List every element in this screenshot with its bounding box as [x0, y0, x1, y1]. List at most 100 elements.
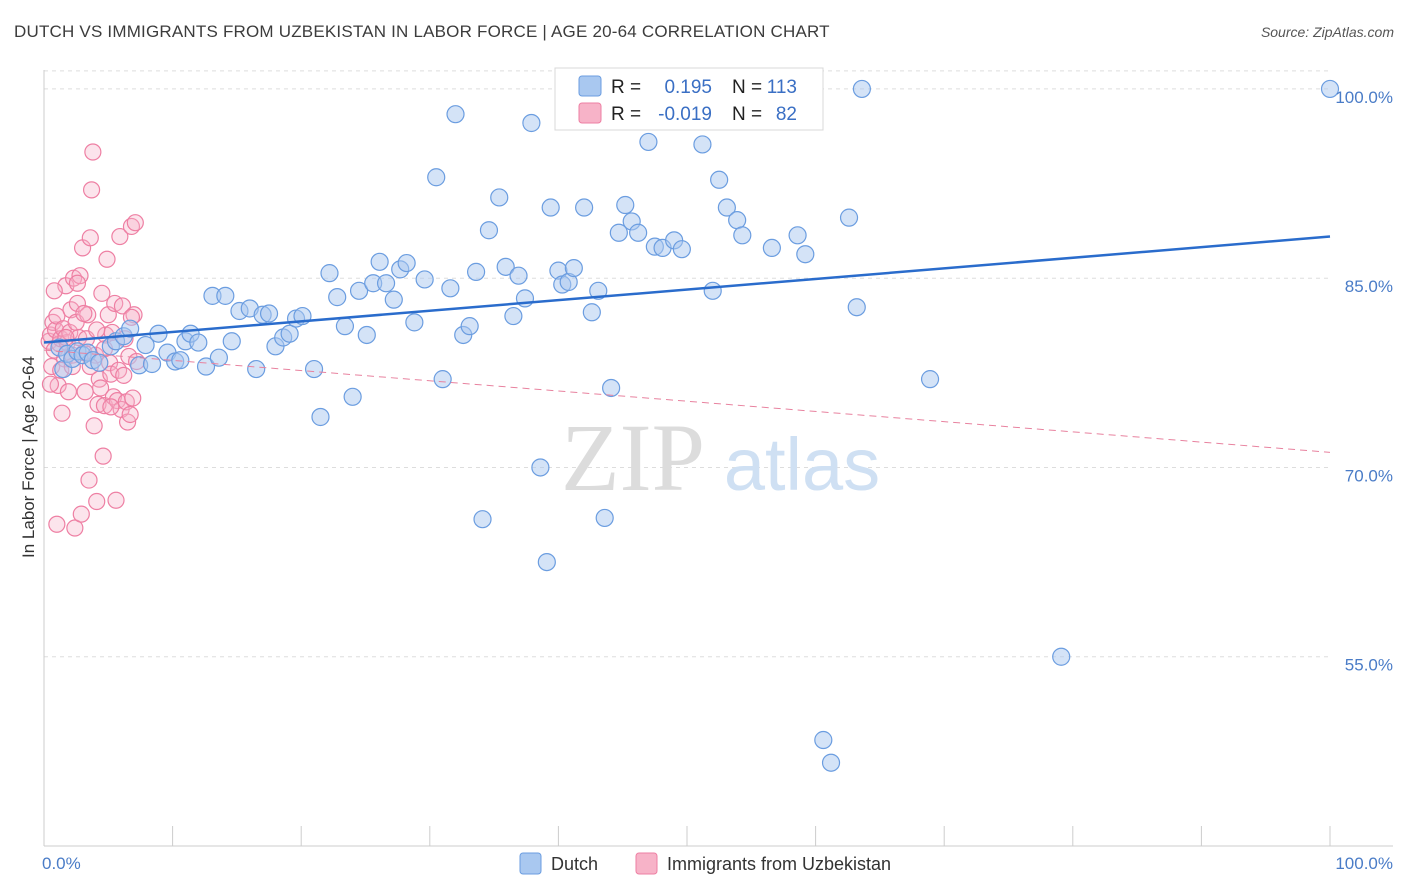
dutch-point-75	[564, 259, 583, 278]
dutch-point-35	[280, 324, 299, 343]
bottom-legend-swatch-dutch	[519, 852, 542, 875]
dutch-point-69	[531, 458, 550, 477]
dutch-point-84	[629, 223, 648, 242]
dutch-point-43	[343, 387, 362, 406]
uzbek-point-76	[75, 304, 93, 323]
dutch-point-77	[582, 303, 601, 322]
dutch-point-78	[589, 281, 608, 300]
dutch-point-44	[349, 281, 369, 300]
dutch-point-80	[602, 378, 621, 398]
axes	[43, 70, 1393, 847]
dutch-point-14	[136, 335, 155, 355]
dutch-point-63	[490, 188, 509, 207]
dutch-point-54	[427, 168, 446, 187]
watermark-zip: ZIP	[561, 404, 705, 511]
dutch-point-104	[852, 79, 871, 99]
uzbek-point-58	[113, 297, 132, 315]
dutch-trend-line	[43, 235, 1331, 344]
legend-swatch-uzbek	[578, 102, 602, 124]
y-tick-label-0: 55.0%	[1345, 656, 1393, 675]
uzbek-point-41	[91, 379, 110, 397]
dutch-point-55	[433, 370, 452, 389]
uzbek-point-66	[124, 389, 142, 407]
dutch-point-71	[541, 198, 560, 217]
dutch-point-79	[595, 508, 614, 528]
uzbek-point-32	[80, 471, 98, 489]
watermark-atlas: atlas	[724, 423, 880, 506]
dutch-point-59	[460, 317, 479, 336]
legend-r-value-dutch: 0.195	[664, 77, 712, 98]
uzbek-point-78	[88, 321, 106, 339]
dutch-point-105	[920, 370, 940, 389]
dutch-point-94	[717, 198, 736, 217]
dutch-point-107	[1320, 79, 1340, 99]
dutch-point-26	[216, 286, 235, 305]
dutch-point-98	[788, 226, 807, 245]
dutch-point-65	[504, 306, 523, 326]
dutch-point-15	[142, 354, 162, 374]
dutch-point-76	[575, 198, 594, 217]
dutch-point-106	[1052, 647, 1071, 666]
dutch-point-100	[814, 730, 833, 750]
dutch-point-92	[703, 281, 722, 300]
uzbek-point-21	[66, 519, 84, 537]
dutch-point-70	[537, 552, 556, 572]
dutch-point-81	[609, 223, 628, 242]
uzbek-point-59	[115, 366, 133, 384]
dutch-point-41	[328, 288, 347, 307]
dutch-point-101	[821, 753, 841, 772]
dutch-point-19	[171, 351, 190, 370]
dutch-point-97	[762, 238, 781, 258]
legend-box: R = 0.195 N = 113 R = -0.019 N = 82	[554, 67, 824, 131]
legend-n-value-uzbek: 82	[776, 104, 797, 125]
dutch-point-48	[376, 274, 396, 293]
dutch-point-99	[796, 245, 815, 264]
grid-lines	[44, 70, 1330, 658]
uzbek-point-46	[98, 250, 116, 268]
dutch-point-45	[357, 325, 376, 345]
dutch-point-64	[496, 257, 515, 276]
dutch-point-49	[384, 290, 403, 309]
legend-r-label-uzbek: R =	[611, 104, 641, 125]
uzbek-point-36	[85, 417, 103, 435]
dutch-point-68	[522, 113, 541, 133]
uzbek-point-26	[72, 505, 90, 523]
uzbek-point-55	[109, 361, 128, 379]
bottom-legend: Dutch Immigrants from Uzbekistan	[519, 852, 891, 875]
y-tick-label-1: 70.0%	[1345, 466, 1393, 485]
y-axis-title: In Labor Force | Age 20-64	[19, 356, 38, 558]
y-tick-label-3: 100.0%	[1335, 88, 1393, 107]
uzbek-point-33	[81, 229, 99, 247]
dutch-point-51	[397, 253, 416, 273]
dutch-point-8	[90, 353, 109, 372]
uzbek-point-34	[82, 181, 101, 199]
dutch-point-62	[479, 221, 499, 240]
uzbek-point-71	[45, 282, 63, 300]
dutch-point-57	[446, 105, 465, 124]
dutch-point-12	[121, 319, 140, 338]
dutch-point-53	[415, 270, 434, 289]
trend-lines	[43, 235, 1331, 453]
x-tick-label-max: 100.0%	[1335, 854, 1393, 873]
dutch-point-103	[847, 298, 866, 317]
uzbek-point-29	[76, 383, 94, 401]
uzbek-point-56	[111, 227, 129, 246]
dutch-point-27	[222, 332, 241, 351]
dutch-point-66	[509, 266, 528, 285]
legend-n-label-uzbek: N =	[732, 104, 762, 125]
dutch-point-47	[370, 252, 389, 271]
legend-r-label-dutch: R =	[611, 77, 641, 98]
dutch-point-102	[839, 208, 859, 227]
uzbek-point-18	[62, 301, 80, 319]
uzbek-point-16	[59, 383, 78, 401]
dutch-point-96	[733, 226, 752, 245]
dutch-point-91	[693, 135, 712, 154]
uzbek-point-6	[48, 515, 66, 533]
dutch-point-52	[405, 313, 424, 332]
dutch-point-60	[466, 262, 486, 281]
dutch-point-85	[639, 132, 658, 152]
series-dutch-points	[50, 79, 1340, 772]
y-tick-labels: 55.0% 70.0% 85.0% 100.0%	[1335, 88, 1393, 675]
dutch-point-32	[259, 304, 279, 323]
